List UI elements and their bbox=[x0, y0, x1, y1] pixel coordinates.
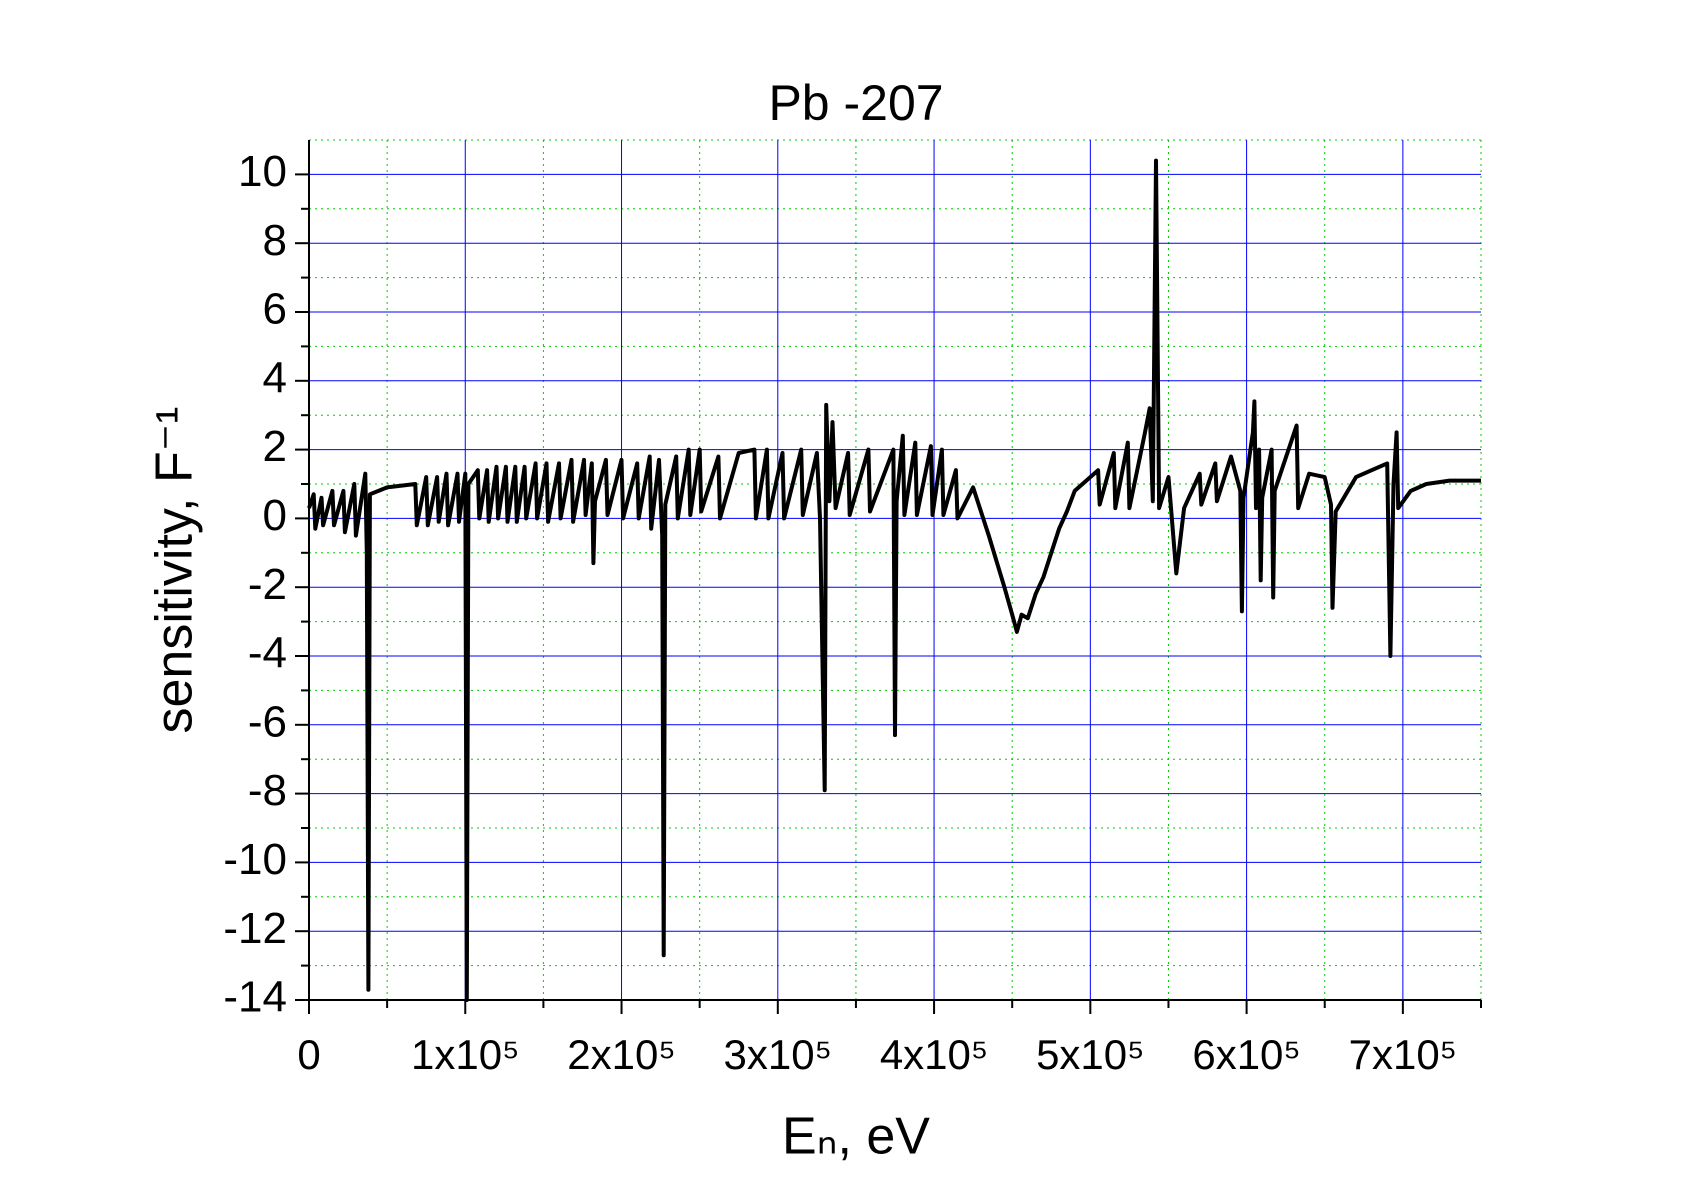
x-axis-title: Eₙ, eV bbox=[782, 1108, 930, 1166]
y-tick-label: 4 bbox=[263, 353, 287, 402]
y-tick-label: 6 bbox=[263, 285, 287, 334]
x-tick-label: 1x10⁵ bbox=[411, 1031, 520, 1078]
x-tick-label: 5x10⁵ bbox=[1036, 1031, 1145, 1078]
y-tick-label: 8 bbox=[263, 216, 287, 265]
y-axis-title: sensitivity, F⁻¹ bbox=[146, 407, 204, 734]
y-tick-label: 0 bbox=[263, 491, 287, 540]
y-tick-label: -6 bbox=[248, 697, 287, 746]
y-tick-label: 10 bbox=[238, 147, 287, 196]
x-tick-label: 0 bbox=[297, 1031, 320, 1078]
y-tick-label: -4 bbox=[248, 629, 287, 678]
x-tick-label: 3x10⁵ bbox=[724, 1031, 833, 1078]
y-tick-label: 2 bbox=[263, 422, 287, 471]
y-tick-label: -10 bbox=[223, 835, 287, 884]
x-tick-label: 4x10⁵ bbox=[880, 1031, 989, 1078]
y-tick-label: -8 bbox=[248, 766, 287, 815]
y-tick-label: -2 bbox=[248, 560, 287, 609]
x-tick-label: 6x10⁵ bbox=[1192, 1031, 1301, 1078]
data-line bbox=[307, 158, 1481, 1002]
y-tick-label: -14 bbox=[223, 973, 287, 1022]
chart-title: Pb -207 bbox=[768, 75, 943, 131]
x-tick-label: 2x10⁵ bbox=[567, 1031, 676, 1078]
x-tick-label: 7x10⁵ bbox=[1349, 1031, 1458, 1078]
y-tick-label: -12 bbox=[223, 904, 287, 953]
